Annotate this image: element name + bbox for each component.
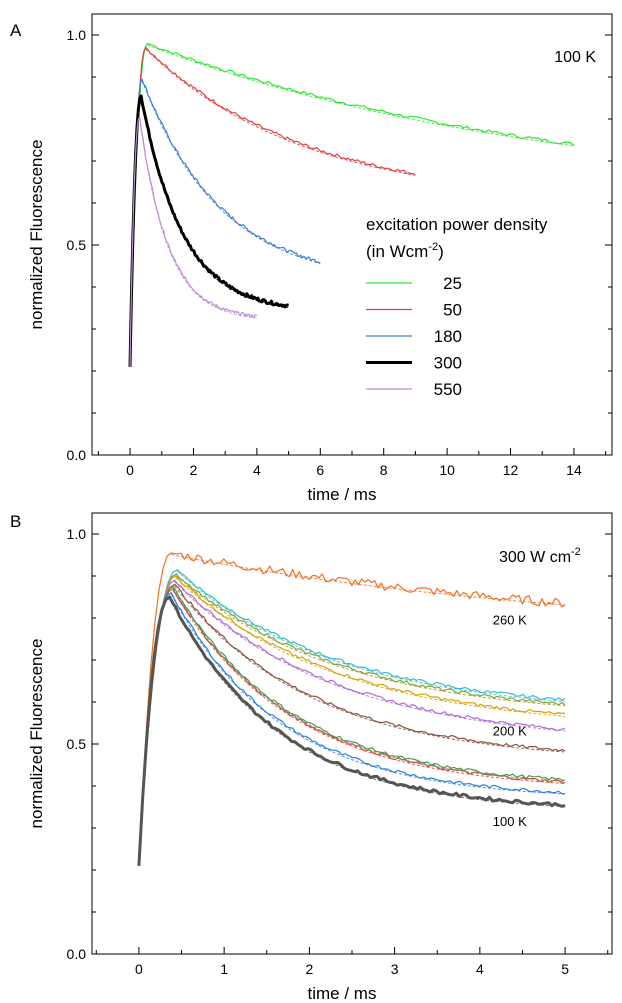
x-tick-label: 4 (476, 961, 484, 977)
x-tick-label: 0 (126, 462, 134, 478)
y-tick-label: 1.0 (67, 526, 87, 542)
fit-line (172, 587, 566, 782)
fit-line (145, 48, 416, 176)
series-line-50 (129, 47, 416, 367)
legend-entry: 25 (443, 274, 462, 293)
x-tick-label: 4 (253, 462, 261, 478)
x-tick-label: 2 (305, 961, 313, 977)
legend-entry: 300 (434, 354, 462, 373)
legend-subtitle-prefix: (in Wcm (366, 242, 428, 261)
power-density-sup: -2 (571, 546, 581, 558)
x-tick-label: 6 (316, 462, 324, 478)
panel-label: A (10, 21, 22, 40)
panel-a: A 0 2 4 6 8 10 12 14 0.0 0.5 1.0 time / ms normalized… (10, 13, 613, 504)
fit-line (174, 585, 566, 753)
fit-line (169, 598, 566, 808)
legend-title: excitation power density (366, 215, 548, 234)
power-density-main: 300 W cm (499, 549, 571, 566)
fit-line (175, 577, 566, 717)
series-line-7 (138, 585, 566, 866)
x-tick-label: 0 (135, 961, 143, 977)
y-tick-label: 0.5 (67, 736, 87, 752)
series-line-550 (129, 116, 258, 367)
fit-line (141, 80, 321, 264)
y-tick-label: 0.5 (67, 237, 87, 253)
x-tick-label: 5 (561, 961, 569, 977)
series-line-9 (137, 595, 566, 866)
fit-line (147, 44, 575, 147)
panel-label: B (10, 512, 21, 531)
series-line-180 (129, 78, 321, 367)
legend-entry: 550 (434, 380, 462, 399)
power-density-annotation: 300 W cm-2 (499, 546, 581, 566)
fit-line (170, 594, 566, 795)
legend-subtitle: (in Wcm-2) (366, 241, 444, 261)
curve-temperature-label: 260 K (493, 612, 527, 627)
x-axis-label: time / ms (308, 984, 377, 1003)
curve-temperature-label: 100 K (493, 814, 527, 829)
x-tick-label: 14 (566, 462, 582, 478)
y-axis-label: normalized Fluorescence (27, 639, 46, 829)
fit-line (140, 97, 289, 309)
series-line-5 (138, 583, 566, 866)
series-line-8 (138, 592, 566, 866)
x-axis-label: time / ms (308, 485, 377, 504)
fit-line (176, 575, 566, 707)
x-tick-label: 3 (391, 961, 399, 977)
x-tick-label: 2 (190, 462, 198, 478)
fit-line (171, 554, 566, 606)
series-line-4 (138, 579, 566, 866)
panel-b: B 0 1 2 3 4 5 0.0 0.5 1.0 time / ms normalized Fluo… (10, 512, 613, 1003)
x-tick-label: 8 (380, 462, 388, 478)
fit-line (139, 118, 257, 319)
legend-entry: 50 (443, 301, 462, 320)
legend-entry: 180 (434, 327, 462, 346)
x-tick-label: 10 (439, 462, 455, 478)
fit-line (176, 571, 566, 703)
legend-subtitle-suffix: ) (438, 242, 444, 261)
temperature-annotation: 100 K (554, 49, 596, 66)
series-line-0 (138, 552, 566, 866)
y-tick-label: 0.0 (67, 946, 87, 962)
plot-frame (91, 13, 613, 456)
x-tick-label: 1 (220, 961, 228, 977)
y-tick-label: 1.0 (67, 27, 87, 43)
fit-line (172, 590, 566, 784)
x-tick-label: 12 (503, 462, 519, 478)
y-tick-label: 0.0 (67, 447, 87, 463)
curve-temperature-label: 200 K (493, 724, 527, 739)
y-axis-label: normalized Fluorescence (27, 140, 46, 330)
fit-line (174, 581, 566, 732)
legend-subtitle-sup: -2 (428, 241, 438, 253)
series-line-300 (128, 94, 289, 367)
